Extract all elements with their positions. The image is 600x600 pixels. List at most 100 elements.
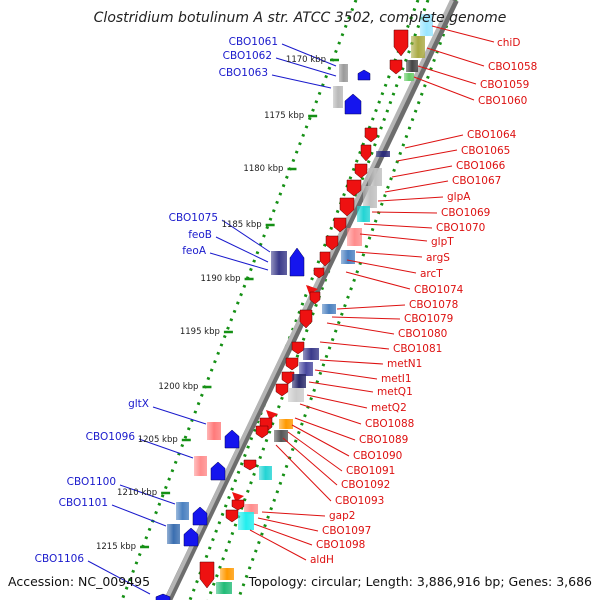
right-gene-31-label: CBO1098 (316, 539, 365, 551)
right-gene-12-leader (355, 251, 423, 258)
gene-cbo1092 (259, 466, 272, 480)
right-gene-29-label: gap2 (329, 510, 355, 522)
kbp-label: 1175 kbp (264, 111, 304, 121)
right-gene-26-label: CBO1091 (346, 465, 395, 477)
gene-block (303, 348, 319, 360)
gene-block (167, 524, 180, 544)
gene-block (404, 73, 414, 81)
gene-block (363, 186, 377, 208)
right-gene-24-label: CBO1089 (359, 434, 408, 446)
right-gene-14-leader (345, 271, 411, 290)
left-gene-8-leader (119, 484, 176, 505)
right-gene-7-label: CBO1067 (452, 175, 501, 187)
left-gene-5-label: feoA (182, 245, 207, 257)
gene-gap2 (244, 504, 258, 514)
kbp-label: 1180 kbp (243, 164, 283, 174)
right-gene-16-leader (331, 316, 401, 320)
gene-cbo1070 (357, 206, 370, 222)
kbp-label: 1200 kbp (158, 382, 198, 392)
right-gene-21-label: metQ1 (377, 386, 413, 398)
gene-cbo1059 (406, 60, 418, 72)
gene-arrow-reverse (354, 163, 368, 179)
left-gene-4-leader (215, 236, 269, 263)
gene-cbo1065 (376, 151, 390, 157)
gene-block (347, 228, 362, 246)
gene-block (420, 14, 433, 36)
gene-arrow-forward (155, 593, 171, 600)
right-gene-19-leader (319, 359, 384, 365)
right-gene-27-leader (282, 437, 338, 486)
gene-arrow-forward (289, 247, 305, 277)
gene-block (376, 151, 390, 157)
gene-arrow-reverse (231, 499, 245, 511)
left-gene-6-label: gltX (128, 398, 149, 410)
left-gene-5-leader (209, 252, 269, 271)
left-gene-2-label: CBO1063 (219, 67, 268, 79)
gene-block (244, 504, 258, 514)
right-gene-11-label: glpT (431, 236, 454, 248)
backbone (164, 0, 454, 600)
gene-gltx (207, 422, 221, 440)
right-gene-17-leader (326, 322, 395, 335)
right-gene-28-leader (275, 444, 332, 502)
gene-cbo1098 (220, 568, 234, 580)
kbp-label: 1215 kbp (96, 542, 136, 552)
gene-arrow-reverse (199, 561, 215, 589)
left-gene-8-label: CBO1100 (67, 476, 116, 488)
left-gene-7-label: CBO1096 (86, 431, 136, 443)
gene-arrow-reverse (291, 341, 305, 355)
kbp-label: 1170 kbp (286, 55, 326, 65)
left-gene-2-leader (271, 74, 332, 89)
right-gene-2-leader (417, 65, 477, 85)
left-gene-7-leader (138, 438, 194, 459)
gene-block (322, 304, 336, 314)
right-gene-0-leader (431, 25, 495, 43)
gene-block (357, 206, 370, 222)
gene-arrow-reverse (339, 197, 355, 217)
right-gene-21-leader (308, 381, 374, 393)
right-gene-1-leader (426, 47, 485, 67)
right-gene-22-label: metQ2 (371, 402, 407, 414)
right-gene-28-label: CBO1093 (335, 495, 384, 507)
right-gene-10-leader (363, 223, 433, 229)
right-gene-14-label: CBO1074 (414, 284, 464, 296)
right-gene-25-label: CBO1090 (353, 450, 402, 462)
right-gene-8-leader (377, 196, 444, 202)
gene-block (259, 466, 272, 480)
right-gene-6-leader (391, 165, 453, 178)
kbp-label: 1205 kbp (138, 435, 178, 445)
right-gene-0-label: chiD (497, 37, 520, 49)
gene-arrow-reverse (364, 127, 378, 143)
gene-block (299, 362, 313, 376)
right-gene-4-leader (404, 134, 464, 149)
gene-block (194, 456, 207, 476)
left-gene-6-leader (152, 406, 207, 425)
gene-cbo1061 (339, 64, 348, 82)
gene-block (216, 582, 232, 594)
gene-cbo1100 (176, 502, 189, 520)
gene-block (238, 512, 254, 530)
left-gene-1-label: CBO1062 (223, 50, 272, 62)
gene-arrow-reverse (360, 144, 372, 162)
left-gene-0-label: CBO1061 (229, 36, 278, 48)
gene-block (333, 86, 343, 108)
right-gene-23-leader (299, 403, 362, 425)
gene-meti1 (299, 362, 313, 376)
gene-block (339, 64, 348, 82)
gene-block (207, 422, 221, 440)
ring-inner-right (206, 0, 430, 600)
gene-cbo1063 (333, 86, 343, 108)
right-gene-9-leader (371, 211, 438, 214)
right-gene-3-leader (413, 76, 475, 101)
gene-block (288, 388, 304, 402)
right-gene-31-leader (253, 523, 313, 546)
right-gene-18-leader (319, 341, 390, 350)
kbp-label: 1185 kbp (222, 220, 262, 230)
gene-cbo1058 (411, 36, 425, 58)
gene-arrow-reverse (299, 309, 313, 329)
gene-arrow-reverse (275, 383, 289, 397)
gene-arrow-reverse (232, 492, 244, 502)
right-gene-5-label: CBO1065 (461, 145, 510, 157)
left-gene-0-leader (281, 43, 337, 67)
